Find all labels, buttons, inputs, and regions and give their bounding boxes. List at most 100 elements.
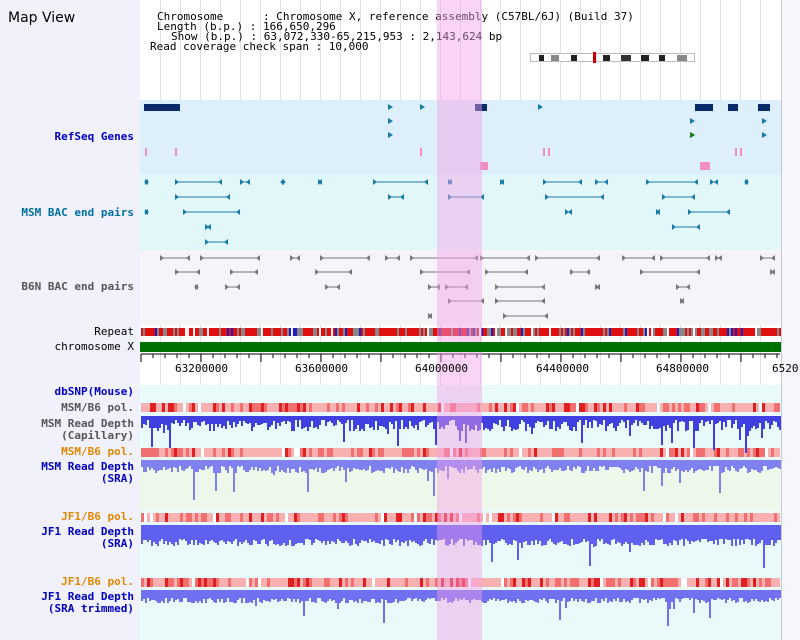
polymorphism-segment: [291, 513, 294, 522]
track-label-msm-b6-pol-2[interactable]: MSM/B6 pol.: [61, 445, 134, 458]
polymorphism-segment: [147, 578, 150, 587]
read-depth-bar: [629, 525, 631, 552]
read-depth-bar: [569, 416, 571, 430]
polymorphism-segment: [759, 578, 762, 587]
polymorphism-segment: [615, 578, 618, 587]
track-label-msm-bac[interactable]: MSM BAC end pairs: [21, 206, 134, 219]
read-depth-bar: [299, 460, 301, 467]
read-depth-bar: [203, 416, 205, 421]
read-depth-bar: [331, 460, 333, 468]
repeat-segment: [247, 328, 249, 336]
polymorphism-segment: [552, 448, 555, 457]
polymorphism-segment: [723, 448, 726, 457]
read-depth-bar: [701, 416, 703, 420]
chromosome-bar[interactable]: [140, 342, 781, 352]
read-depth-bar: [409, 590, 411, 598]
polymorphism-segment: [312, 578, 315, 587]
polymorphism-segment: [291, 448, 294, 457]
track-label-b6n-bac[interactable]: B6N BAC end pairs: [21, 280, 134, 293]
track-label-jf1-b6-pol-2[interactable]: JF1/B6 pol.: [61, 575, 134, 588]
read-depth-bar: [741, 590, 743, 598]
polymorphism-segment: [162, 448, 165, 457]
read-depth-bar: [769, 460, 771, 469]
read-depth-bar: [299, 525, 301, 543]
polymorphism-segment: [735, 448, 738, 457]
track-label-refseq[interactable]: RefSeq Genes: [54, 130, 134, 143]
polymorphism-segment: [765, 403, 768, 412]
polymorphism-segment: [648, 578, 651, 587]
read-depth-bar: [607, 416, 609, 426]
read-depth-bar: [309, 590, 311, 598]
read-depth-bar: [493, 460, 495, 468]
repeat-segment: [753, 328, 755, 336]
read-depth-bar: [449, 416, 451, 421]
read-depth-bar: [581, 525, 583, 542]
polymorphism-segment: [141, 513, 144, 522]
track-label-msm-b6-pol[interactable]: MSM/B6 pol.: [61, 401, 134, 414]
read-depth-bar: [531, 525, 533, 541]
polymorphism-segment: [390, 513, 393, 522]
polymorphism-segment: [147, 403, 150, 412]
gene-block: [695, 104, 713, 111]
track-label-jf1-depth-trimmed[interactable]: JF1 Read Depth: [41, 590, 134, 603]
read-depth-bar: [253, 416, 255, 427]
read-depth-bar: [233, 525, 235, 541]
read-depth-bar: [249, 416, 251, 423]
polymorphism-segment: [438, 448, 441, 457]
read-depth-bar: [291, 416, 293, 431]
read-depth-bar: [257, 416, 259, 425]
read-depth-bar: [225, 416, 227, 429]
track-label-msm-depth-capillary[interactable]: MSM Read Depth: [41, 417, 134, 430]
read-depth-bar: [429, 525, 431, 544]
read-depth-bar: [475, 416, 477, 425]
read-depth-bar: [723, 460, 725, 472]
polymorphism-segment: [204, 578, 207, 587]
selected-region-highlight[interactable]: [437, 0, 482, 640]
repeat-segment: [421, 328, 423, 336]
polymorphism-segment: [483, 513, 486, 522]
read-depth-bar: [155, 416, 157, 428]
read-depth-bar: [481, 416, 483, 423]
read-depth-bar: [685, 525, 687, 539]
read-depth-bar: [469, 525, 471, 540]
polymorphism-segment: [345, 513, 348, 522]
read-depth-bar: [387, 460, 389, 468]
read-depth-bar: [201, 590, 203, 603]
polymorphism-segment: [360, 403, 363, 412]
read-depth-bar: [427, 525, 429, 543]
read-depth-bar: [473, 525, 475, 545]
read-depth-bar: [759, 416, 761, 423]
track-label-jf1-depth-sra[interactable]: JF1 Read Depth: [41, 525, 134, 538]
read-depth-bar: [467, 590, 469, 600]
repeat-segment: [597, 328, 599, 336]
read-depth-bar: [469, 416, 471, 431]
read-depth-bar: [529, 460, 531, 470]
b6n-bac-pair: [230, 269, 234, 275]
track-label-jf1-b6-pol[interactable]: JF1/B6 pol.: [61, 510, 134, 523]
polymorphism-segment: [318, 513, 321, 522]
read-depth-bar: [325, 416, 327, 426]
repeat-segment: [557, 328, 559, 336]
polymorphism-segment: [753, 578, 756, 587]
read-depth-bar: [417, 525, 419, 544]
chromosome-ideogram[interactable]: [530, 52, 695, 63]
polymorphism-segment: [495, 403, 498, 412]
read-depth-bar: [607, 525, 609, 544]
repeat-segment: [405, 328, 407, 336]
read-depth-bar: [179, 460, 181, 466]
track-label-dbsnp[interactable]: dbSNP(Mouse): [54, 385, 134, 398]
polymorphism-segment: [354, 448, 357, 457]
repeat-segment: [471, 328, 473, 336]
gene-arrow: [762, 118, 767, 124]
polymorphism-segment: [513, 403, 516, 412]
read-depth-bar: [403, 590, 405, 601]
read-depth-bar: [327, 416, 329, 422]
read-depth-bar: [281, 416, 283, 422]
read-depth-bar: [567, 525, 569, 545]
read-depth-bar: [573, 525, 575, 545]
read-depth-bar: [777, 525, 779, 540]
track-label-msm-depth-sra[interactable]: MSM Read Depth: [41, 460, 134, 473]
read-depth-bar: [759, 525, 761, 543]
read-depth-bar: [751, 416, 753, 428]
